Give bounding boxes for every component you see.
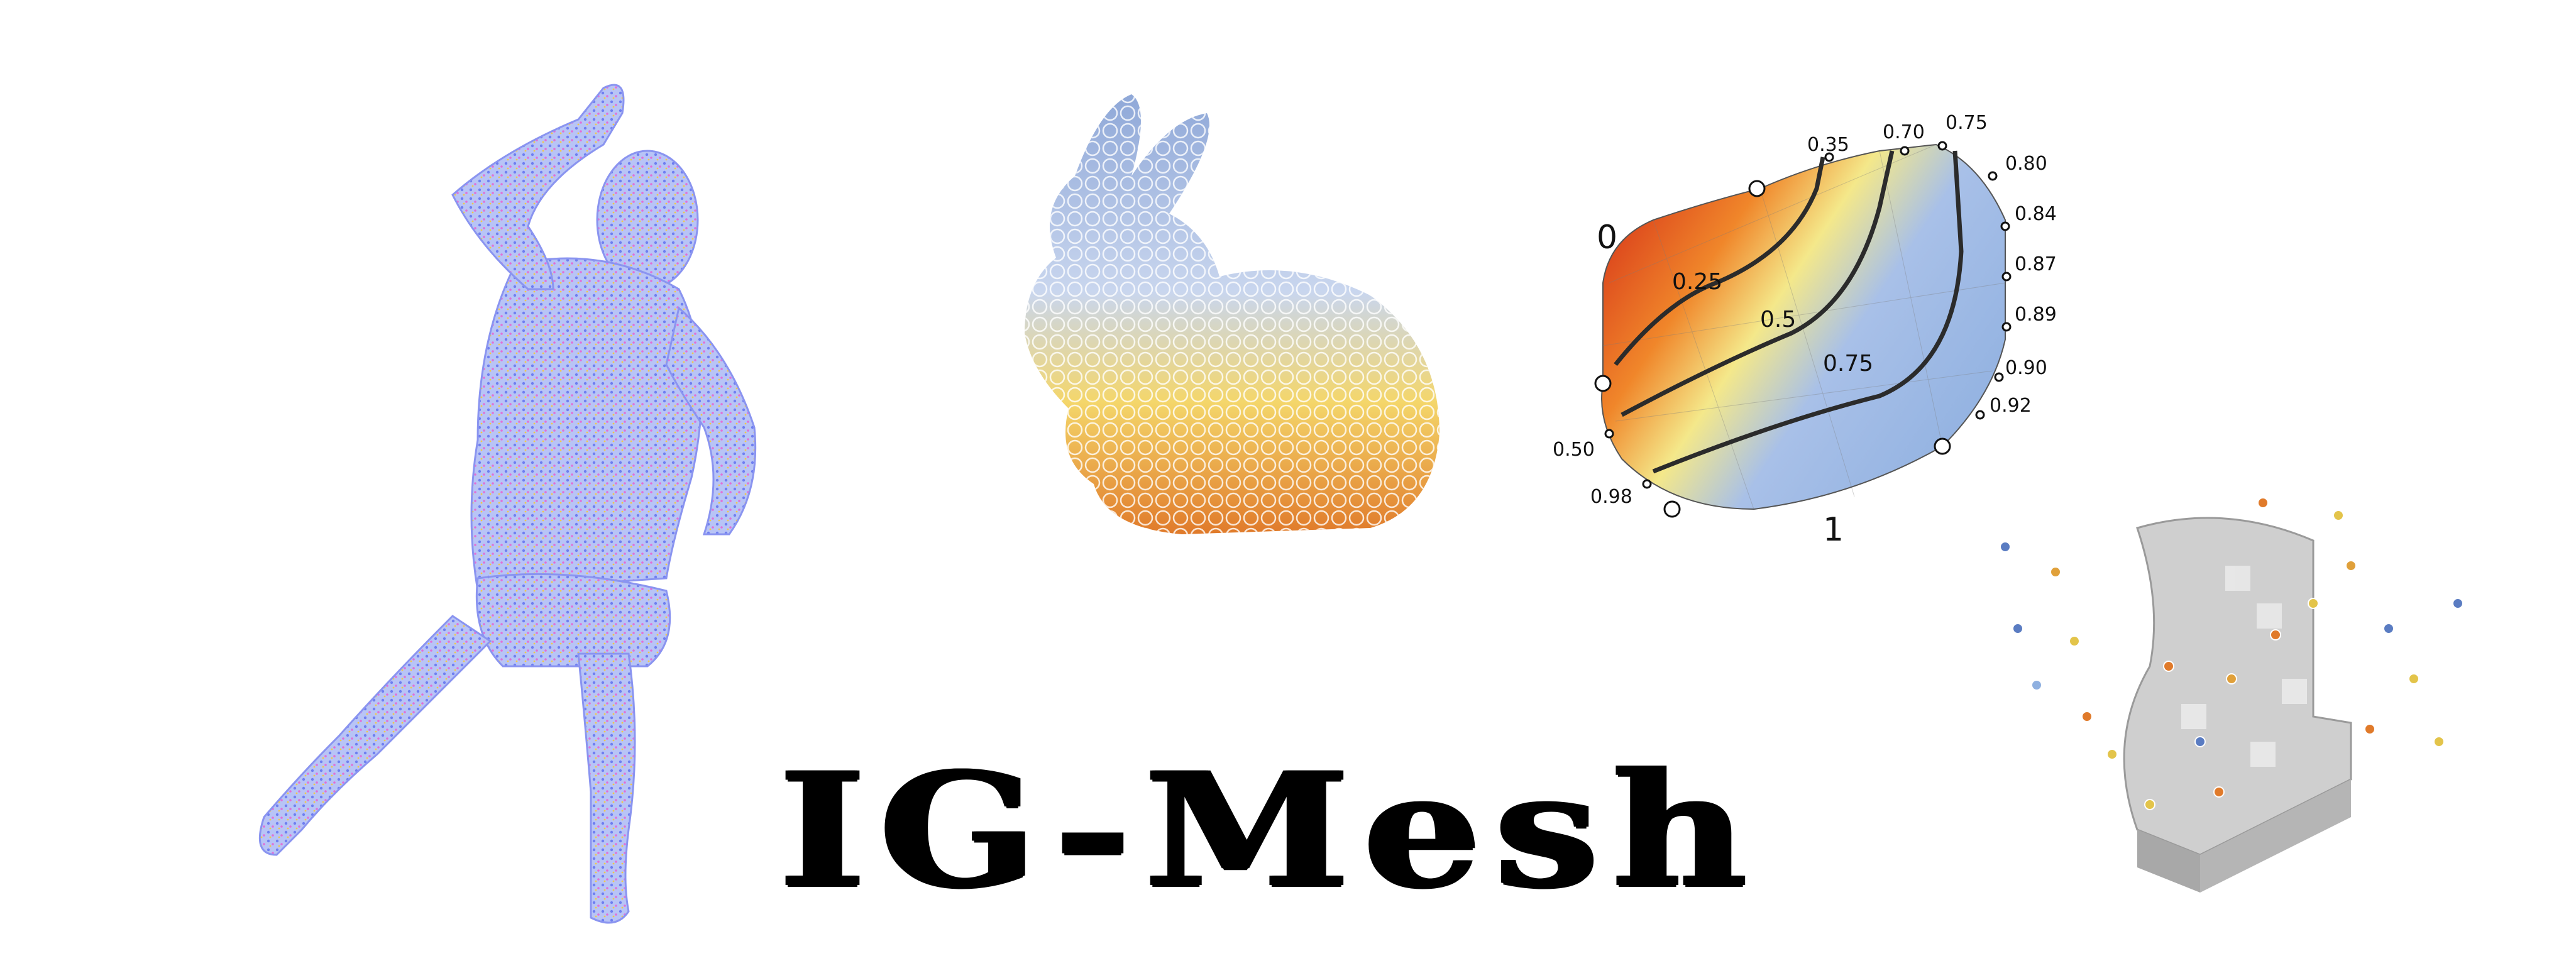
corner-label-1: 1 bbox=[1823, 511, 1844, 547]
contour-label-025: 0.25 bbox=[1672, 269, 1722, 295]
bunny-scalar-field bbox=[1025, 94, 1439, 534]
human-pointcloud bbox=[258, 84, 757, 924]
boundary-label-092: 0.92 bbox=[1990, 395, 2032, 417]
ig-mesh-logo: IG-Mesh bbox=[779, 737, 1761, 922]
boundary-label-035: 0.35 bbox=[1807, 134, 1849, 156]
contour-label-05: 0.5 bbox=[1760, 307, 1796, 333]
boundary-label-075: 0.75 bbox=[1946, 112, 1988, 134]
harmonic-field-patch: 0 1 0.25 0.5 0.75 0.35 0.70 0.75 0.80 0.… bbox=[1553, 112, 2057, 547]
boundary-label-087: 0.87 bbox=[2015, 253, 2057, 275]
contour-label-075: 0.75 bbox=[1823, 351, 1873, 377]
boundary-label-084: 0.84 bbox=[2015, 203, 2057, 225]
mesh-with-sample-points bbox=[2000, 497, 2463, 893]
boundary-label-080: 0.80 bbox=[2005, 153, 2047, 175]
boundary-label-089: 0.89 bbox=[2015, 304, 2057, 326]
boundary-label-098: 0.98 bbox=[1590, 486, 1632, 508]
boundary-label-090: 0.90 bbox=[2005, 357, 2047, 379]
corner-label-0: 0 bbox=[1597, 219, 1617, 256]
boundary-label-050: 0.50 bbox=[1553, 439, 1595, 461]
boundary-label-070: 0.70 bbox=[1883, 121, 1925, 143]
